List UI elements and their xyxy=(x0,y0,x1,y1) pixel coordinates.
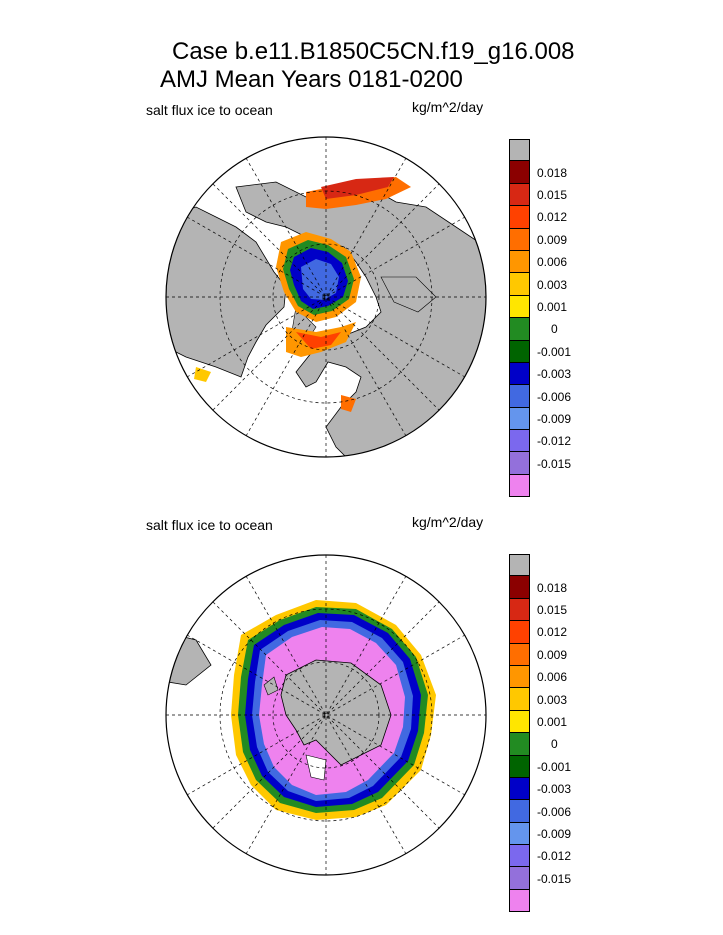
colorbar-swatch-nh xyxy=(509,250,530,274)
colorbar-swatch-nh xyxy=(509,407,530,431)
colorbar-tick-label-nh: 0.015 xyxy=(537,188,568,202)
colorbar-swatch-sh xyxy=(509,643,530,666)
colorbar-tick-label-sh: 0.012 xyxy=(537,625,568,640)
colorbar-tick-label-sh: 0.001 xyxy=(537,715,568,729)
colorbar-swatch-sh xyxy=(509,845,530,868)
colorbar-tick-label-sh: -0.015 xyxy=(537,871,572,886)
colorbar-tick-label-nh: -0.015 xyxy=(537,456,572,471)
colorbar-tick-label-nh: -0.003 xyxy=(537,367,572,382)
colorbar-swatch-sh xyxy=(509,822,530,846)
colorbar-tick-label-sh: 0 xyxy=(551,737,558,752)
colorbar-swatch-nh xyxy=(509,206,530,229)
colorbar-tick-label-sh: 0.015 xyxy=(537,603,568,617)
colorbar-tick-label-sh: -0.003 xyxy=(537,782,572,797)
colorbar-tick-label-sh: -0.009 xyxy=(537,827,572,841)
colorbar-sh xyxy=(509,554,530,913)
colorbar-swatch-sh xyxy=(509,755,530,778)
sh-field xyxy=(166,555,486,875)
colorbar-swatch-nh xyxy=(509,474,530,498)
colorbar-swatch-nh xyxy=(509,340,530,363)
colorbar-tick-label-sh: -0.012 xyxy=(537,849,572,864)
colorbar-swatch-sh xyxy=(509,710,530,734)
colorbar-swatch-nh xyxy=(509,430,530,453)
north-polar-map xyxy=(165,136,487,458)
colorbar-swatch-sh xyxy=(509,554,530,577)
colorbar-tick-label-nh: 0.003 xyxy=(537,277,568,292)
panel-label-nh: salt flux ice to ocean xyxy=(146,102,273,118)
panel-units-sh: kg/m^2/day xyxy=(412,514,484,530)
colorbar-swatch-nh xyxy=(509,385,530,408)
plot-title-case: Case b.e11.B1850C5CN.f19_g16.008 xyxy=(172,38,575,65)
colorbar-swatch-nh xyxy=(509,295,530,319)
colorbar-tick-label-sh: 0.009 xyxy=(537,647,568,662)
colorbar-swatch-nh xyxy=(509,161,530,184)
colorbar-swatch-sh xyxy=(509,576,530,599)
south-polar-map xyxy=(165,554,487,876)
colorbar-swatch-sh xyxy=(509,777,530,801)
panel-label-sh: salt flux ice to ocean xyxy=(146,517,273,533)
colorbar-swatch-nh xyxy=(509,228,530,251)
colorbar-swatch-sh xyxy=(509,665,530,689)
colorbar-tick-label-nh: -0.009 xyxy=(537,412,572,426)
colorbar-swatch-nh xyxy=(509,139,530,162)
colorbar-tick-label-sh: 0.006 xyxy=(537,670,568,685)
colorbar-tick-label-sh: -0.001 xyxy=(537,759,572,774)
colorbar-tick-label-sh: 0.018 xyxy=(537,580,568,595)
colorbar-nh xyxy=(509,139,530,498)
colorbar-swatch-nh xyxy=(509,183,530,207)
colorbar-tick-label-nh: 0 xyxy=(551,322,558,337)
colorbar-tick-label-nh: 0.012 xyxy=(537,210,568,225)
nh-land xyxy=(166,137,486,457)
colorbar-swatch-nh xyxy=(509,362,530,386)
colorbar-swatch-sh xyxy=(509,598,530,622)
colorbar-swatch-sh xyxy=(509,867,530,890)
colorbar-tick-label-sh: 0.003 xyxy=(537,692,568,707)
colorbar-tick-label-nh: -0.001 xyxy=(537,344,572,359)
plot-title-period: AMJ Mean Years 0181-0200 xyxy=(160,66,463,93)
colorbar-tick-label-sh: -0.006 xyxy=(537,804,572,819)
colorbar-tick-label-nh: 0.009 xyxy=(537,232,568,247)
colorbar-swatch-sh xyxy=(509,889,530,913)
colorbar-swatch-nh xyxy=(509,273,530,296)
colorbar-swatch-sh xyxy=(509,621,530,644)
colorbar-tick-label-nh: 0.006 xyxy=(537,255,568,270)
colorbar-swatch-sh xyxy=(509,733,530,756)
colorbar-swatch-nh xyxy=(509,318,530,341)
colorbar-swatch-sh xyxy=(509,688,530,711)
colorbar-swatch-sh xyxy=(509,800,530,823)
colorbar-swatch-nh xyxy=(509,452,530,475)
colorbar-tick-label-nh: -0.012 xyxy=(537,434,572,449)
colorbar-tick-label-nh: 0.018 xyxy=(537,165,568,180)
colorbar-tick-label-nh: -0.006 xyxy=(537,389,572,404)
colorbar-tick-label-nh: 0.001 xyxy=(537,300,568,314)
panel-units-nh: kg/m^2/day xyxy=(412,99,484,115)
